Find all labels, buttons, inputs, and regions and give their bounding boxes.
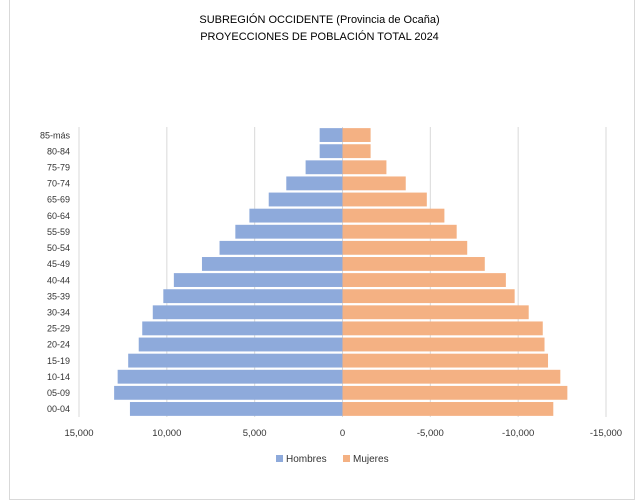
bar-mujeres-30-34 <box>342 305 529 320</box>
x-tick-label: 5,000 <box>243 428 267 439</box>
bar-mujeres-55-59 <box>342 224 457 239</box>
bar-hombres-80-84 <box>319 144 343 159</box>
category-label: 45-49 <box>47 259 70 269</box>
chart-title: SUBREGIÓN OCCIDENTE (Provincia de Ocaña) <box>199 14 440 26</box>
category-label: 40-44 <box>47 275 70 285</box>
category-label: 50-54 <box>47 243 70 253</box>
bars <box>114 128 568 416</box>
bar-hombres-05-09 <box>114 385 343 400</box>
bar-mujeres-85-más <box>342 128 371 142</box>
category-label: 00-04 <box>47 404 70 414</box>
category-label: 75-79 <box>47 162 70 172</box>
bar-hombres-15-19 <box>128 353 343 368</box>
category-label: 30-34 <box>47 307 70 317</box>
legend-swatch <box>343 455 350 462</box>
bar-hombres-60-64 <box>249 208 343 223</box>
category-label: 05-09 <box>47 388 70 398</box>
legend-label: Mujeres <box>353 454 389 465</box>
bar-mujeres-65-69 <box>342 192 427 207</box>
bar-hombres-20-24 <box>138 337 343 352</box>
x-tick-label: -5,000 <box>417 428 444 439</box>
x-tick-label: 10,000 <box>152 428 181 439</box>
bar-mujeres-70-74 <box>342 176 406 191</box>
bar-mujeres-20-24 <box>342 337 545 352</box>
bar-mujeres-75-79 <box>342 160 387 175</box>
bar-hombres-30-34 <box>152 305 343 320</box>
category-label: 10-14 <box>47 372 70 382</box>
chart-title-block: SUBREGIÓN OCCIDENTE (Provincia de Ocaña)… <box>0 12 639 46</box>
bar-mujeres-05-09 <box>342 385 568 400</box>
bar-hombres-45-49 <box>201 257 343 271</box>
bar-mujeres-25-29 <box>342 321 543 336</box>
bar-mujeres-15-19 <box>342 353 549 368</box>
chart-subtitle: PROYECCIONES DE POBLACIÓN TOTAL 2024 <box>200 31 439 43</box>
category-label: 25-29 <box>47 324 70 334</box>
bar-hombres-65-69 <box>268 192 343 207</box>
category-label: 85-más <box>40 130 71 140</box>
x-tick-label: -10,000 <box>502 428 534 439</box>
category-label: 80-84 <box>47 146 70 156</box>
bar-mujeres-40-44 <box>342 273 506 287</box>
bar-mujeres-80-84 <box>342 144 371 159</box>
bar-hombres-00-04 <box>129 402 343 416</box>
category-labels: 00-04 05-09 10-14 15-19 20-24 25-29 30-34 35-39… <box>40 130 71 414</box>
category-label: 15-19 <box>47 356 70 366</box>
bar-mujeres-10-14 <box>342 369 561 384</box>
bar-mujeres-00-04 <box>342 402 554 416</box>
x-tick-labels: 15,000 10,000 5,000 0 -5,000 -10,000 -15,000 <box>64 428 622 439</box>
bar-mujeres-45-49 <box>342 257 485 271</box>
bar-hombres-55-59 <box>235 224 343 239</box>
bar-hombres-35-39 <box>163 289 343 304</box>
legend-label: Hombres <box>286 454 327 465</box>
category-label: 35-39 <box>47 291 70 301</box>
category-label: 70-74 <box>47 179 70 189</box>
bar-mujeres-60-64 <box>342 208 445 223</box>
bar-hombres-85-más <box>319 128 343 142</box>
bar-hombres-40-44 <box>173 273 343 287</box>
x-tick-label: -15,000 <box>590 428 622 439</box>
bar-hombres-10-14 <box>117 369 343 384</box>
category-label: 20-24 <box>47 340 70 350</box>
legend-swatch <box>276 455 283 462</box>
bar-mujeres-50-54 <box>342 240 468 255</box>
category-label: 60-64 <box>47 211 70 221</box>
bar-hombres-50-54 <box>219 240 343 255</box>
category-label: 55-59 <box>47 227 70 237</box>
bar-mujeres-35-39 <box>342 289 515 304</box>
gridlines <box>78 127 607 417</box>
bar-hombres-70-74 <box>286 176 343 191</box>
category-label: 65-69 <box>47 195 70 205</box>
x-tick-label: 0 <box>340 428 345 439</box>
x-tick-label: 15,000 <box>64 428 93 439</box>
bar-hombres-25-29 <box>142 321 343 336</box>
bar-hombres-75-79 <box>305 160 343 175</box>
legend: Hombres Mujeres <box>276 454 389 465</box>
